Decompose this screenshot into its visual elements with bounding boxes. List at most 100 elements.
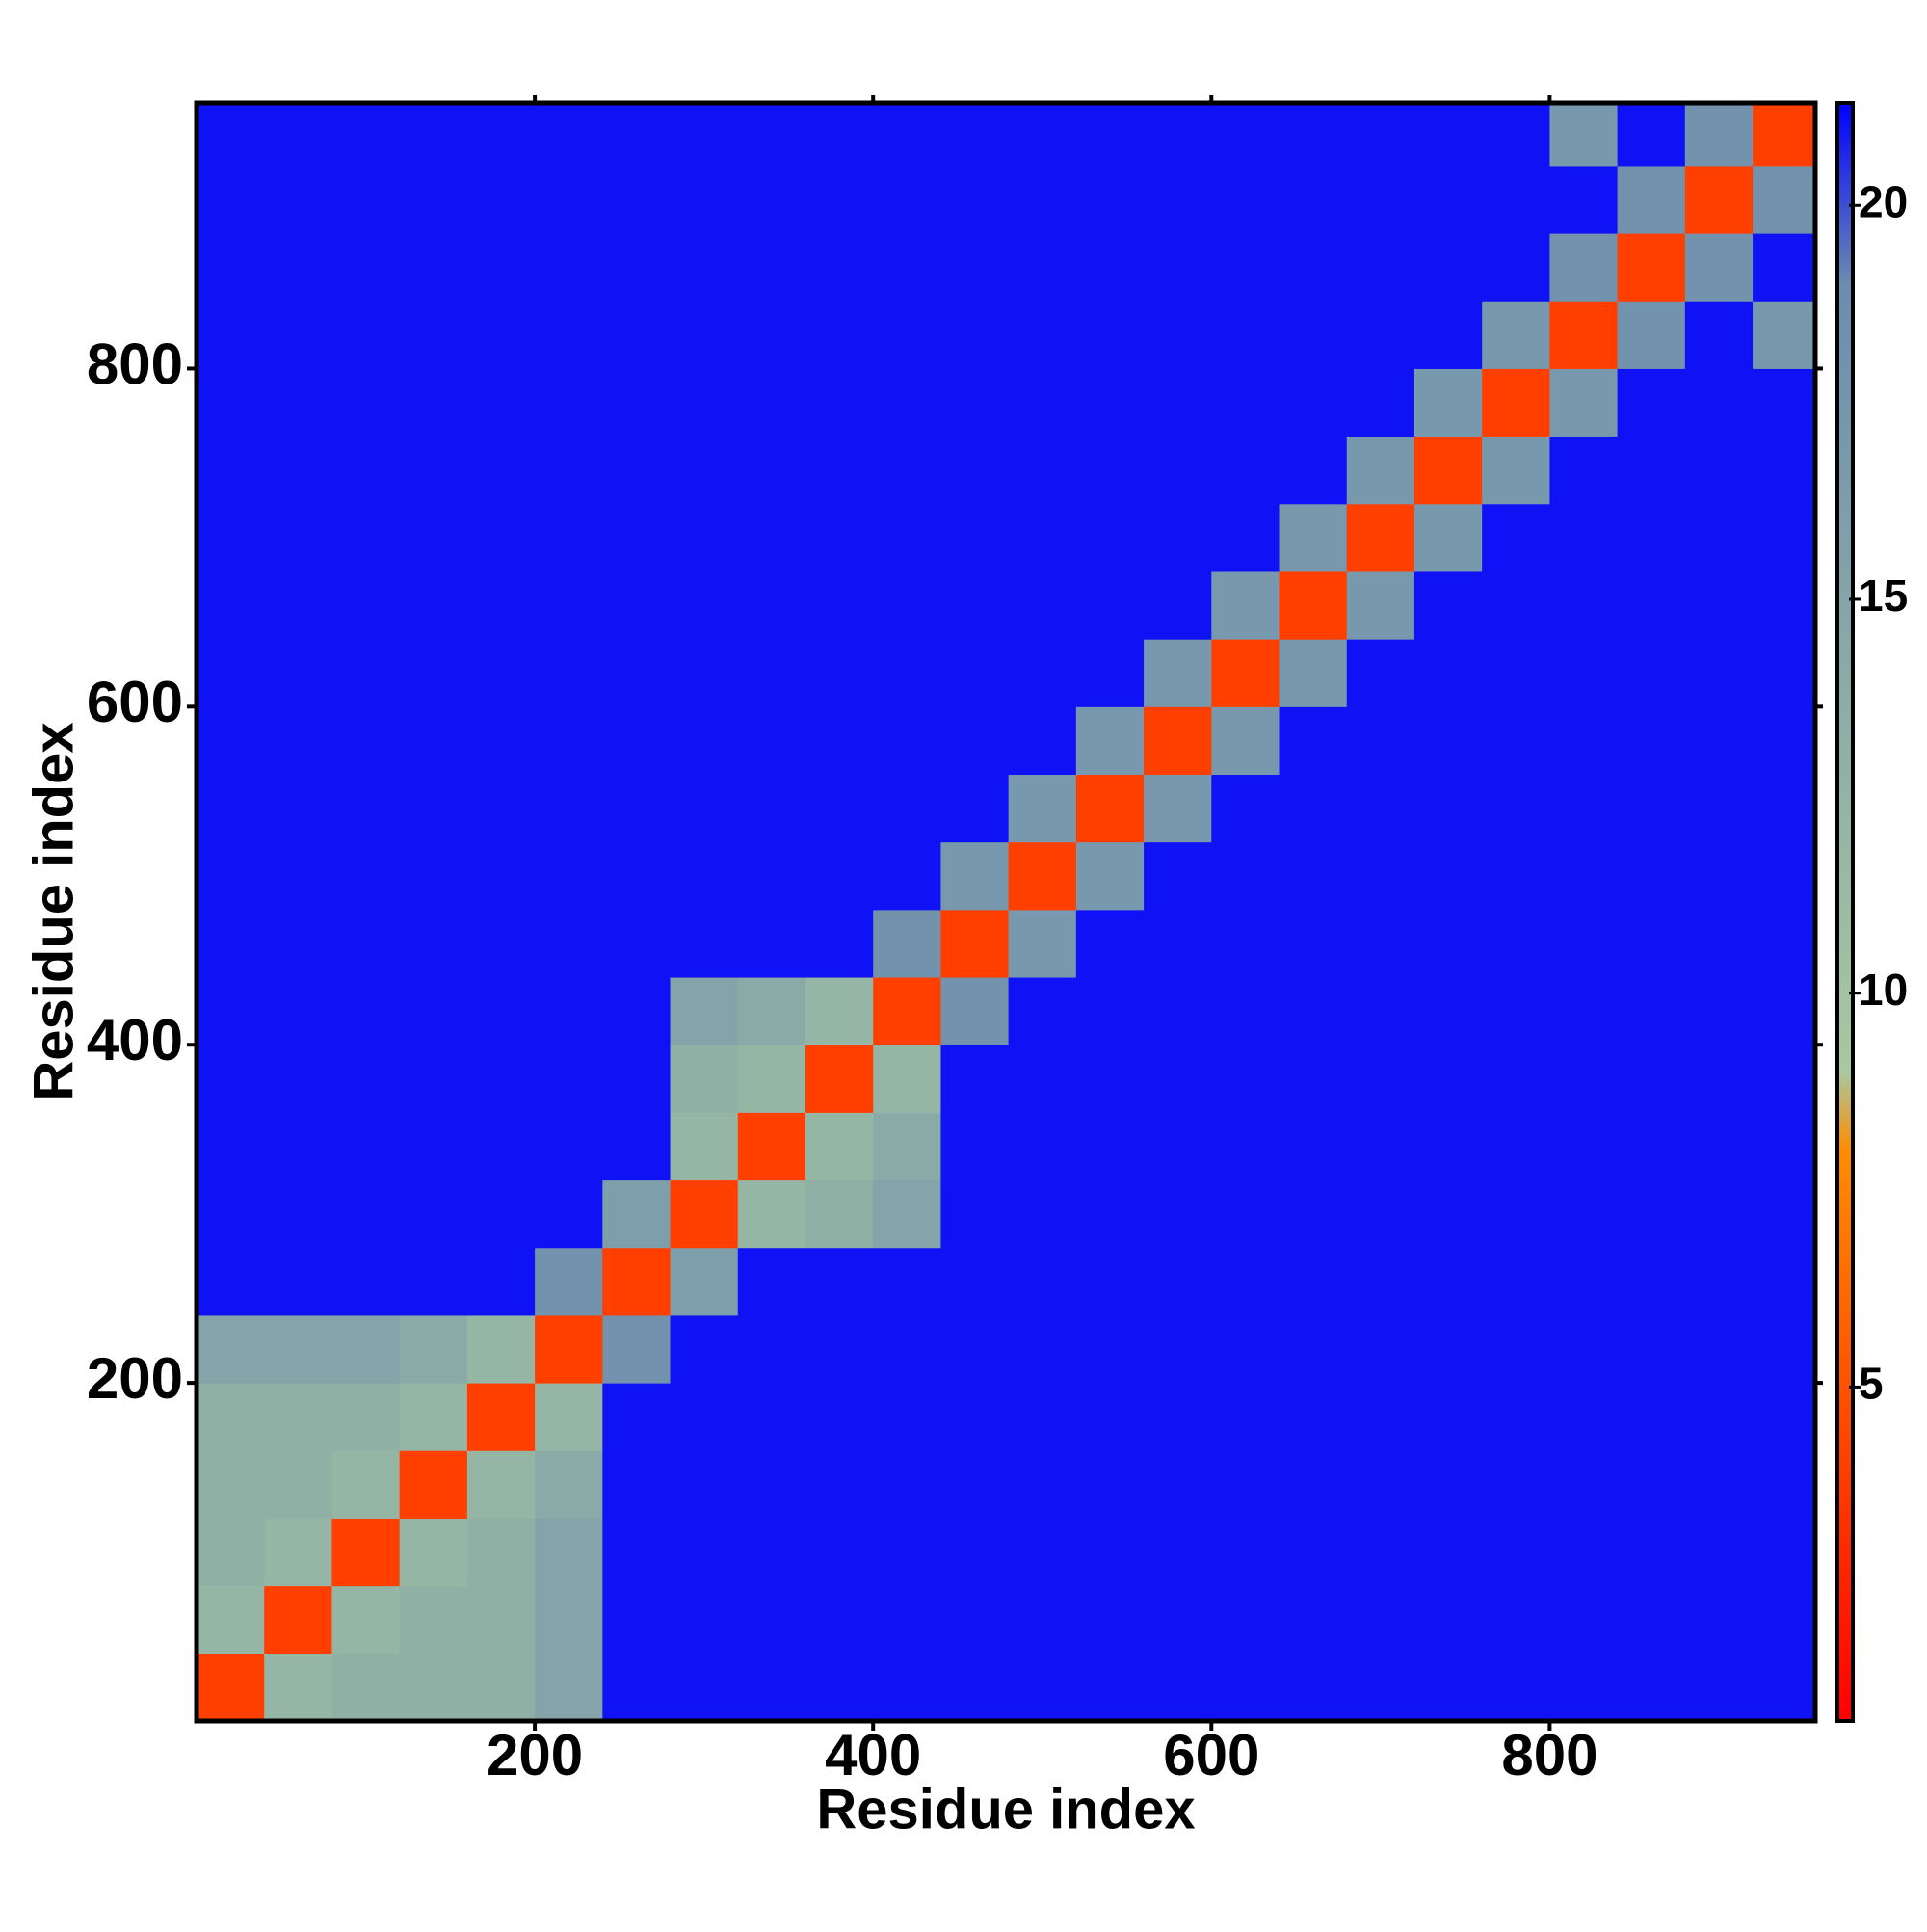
heatmap-cell [1482,233,1550,302]
heatmap-cell [1279,103,1348,167]
colorbar-tick-label: 5 [1859,1359,1884,1409]
heatmap-cell [1753,1383,1815,1451]
heatmap-cell [1346,301,1415,369]
heatmap-cell [1413,706,1483,776]
heatmap-cell [1549,706,1619,776]
heatmap-cell [331,1045,401,1113]
heatmap-cell [873,1518,941,1587]
heatmap-cell [737,1247,806,1316]
heatmap-cell [1482,1585,1550,1654]
heatmap-cell [1617,841,1686,911]
heatmap-cell [737,368,806,437]
heatmap-cell [1346,1314,1415,1384]
heatmap-cell [1279,1450,1348,1519]
heatmap-cell [1413,1518,1483,1587]
heatmap-cell [670,1179,739,1249]
heatmap-cell [1008,706,1077,776]
heatmap-cell [1482,1450,1550,1519]
heatmap-cell [1075,639,1145,707]
heatmap-cell [805,1045,874,1113]
heatmap-cell [1211,1179,1280,1249]
heatmap-cell [535,909,603,978]
heatmap-cell [805,1653,874,1721]
heatmap-cell [1279,841,1348,911]
heatmap-cell [1008,103,1077,167]
heatmap-cell [1549,1045,1619,1113]
heatmap-cell [264,1450,332,1519]
heatmap-cell [1617,1045,1686,1113]
heatmap-cell [535,570,603,640]
heatmap-cell [1413,1450,1483,1519]
heatmap-cell [737,706,806,776]
heatmap-cell [331,1179,401,1249]
heatmap-cell [1482,1112,1550,1181]
heatmap-cell [1279,1383,1348,1451]
heatmap-cell [264,1653,332,1721]
heatmap-cell [602,301,672,369]
heatmap-cell [466,570,536,640]
heatmap-cell [805,1383,874,1451]
heatmap-cell [1684,977,1754,1045]
heatmap-cell [940,503,1010,572]
heatmap-cell [197,1383,265,1451]
heatmap-cell [1279,503,1348,572]
heatmap-cell [1144,1653,1212,1721]
heatmap-cell [197,1045,265,1113]
heatmap-cell [197,1518,265,1587]
heatmap-cell [602,503,672,572]
heatmap-cell [805,639,874,707]
heatmap-cell [466,1383,536,1451]
heatmap-cell [1617,1112,1686,1181]
heatmap-cell [737,436,806,505]
heatmap-cell [737,774,806,843]
heatmap-cell [1144,165,1212,234]
heatmap-cell [1211,841,1280,911]
heatmap-cell [535,233,603,302]
heatmap-cell [940,1450,1010,1519]
heatmap-cell [1549,909,1619,978]
heatmap-cell [1617,301,1686,369]
colorbar-tick-label: 10 [1859,965,1908,1015]
heatmap-cell [1211,1518,1280,1587]
heatmap-cell [1075,977,1145,1045]
heatmap-cell [197,165,265,234]
heatmap-cell [1413,774,1483,843]
heatmap-cell [805,1179,874,1249]
heatmap-cell [535,977,603,1045]
heatmap-cell [399,1518,468,1587]
heatmap-cell [1144,570,1212,640]
heatmap-cell [1008,1450,1077,1519]
heatmap-cell [535,503,603,572]
heatmap-cell [1482,774,1550,843]
heatmap-cell [1144,368,1212,437]
heatmap-cell [1549,570,1619,640]
heatmap-cell [670,639,739,707]
heatmap-cell [1008,909,1077,978]
heatmap-cell [1684,1450,1754,1519]
heatmap-cell [1211,570,1280,640]
heatmap-cell [670,1653,739,1721]
heatmap-cell [1684,706,1754,776]
heatmap-cell [1413,233,1483,302]
heatmap-cell [873,301,941,369]
heatmap-cell [1346,1585,1415,1654]
colorbar [1835,101,1855,1723]
heatmap-cell [535,1179,603,1249]
heatmap-cell [737,841,806,911]
heatmap-cell [399,1045,468,1113]
colorbar-tick-label: 20 [1859,176,1908,226]
heatmap-cell [1549,165,1619,234]
heatmap-cell [602,103,672,167]
heatmap-cell [602,1585,672,1654]
heatmap-cell [1346,774,1415,843]
heatmap-cell [940,1247,1010,1316]
heatmap-cell [399,233,468,302]
heatmap-cell [1008,570,1077,640]
heatmap-cell [1413,1653,1483,1721]
y-tick-label: 400 [87,1008,183,1072]
heatmap-cell [466,1585,536,1654]
heatmap-cell [1413,639,1483,707]
heatmap-cell [1008,639,1077,707]
heatmap-cell [1753,639,1815,707]
heatmap-cell [1211,301,1280,369]
